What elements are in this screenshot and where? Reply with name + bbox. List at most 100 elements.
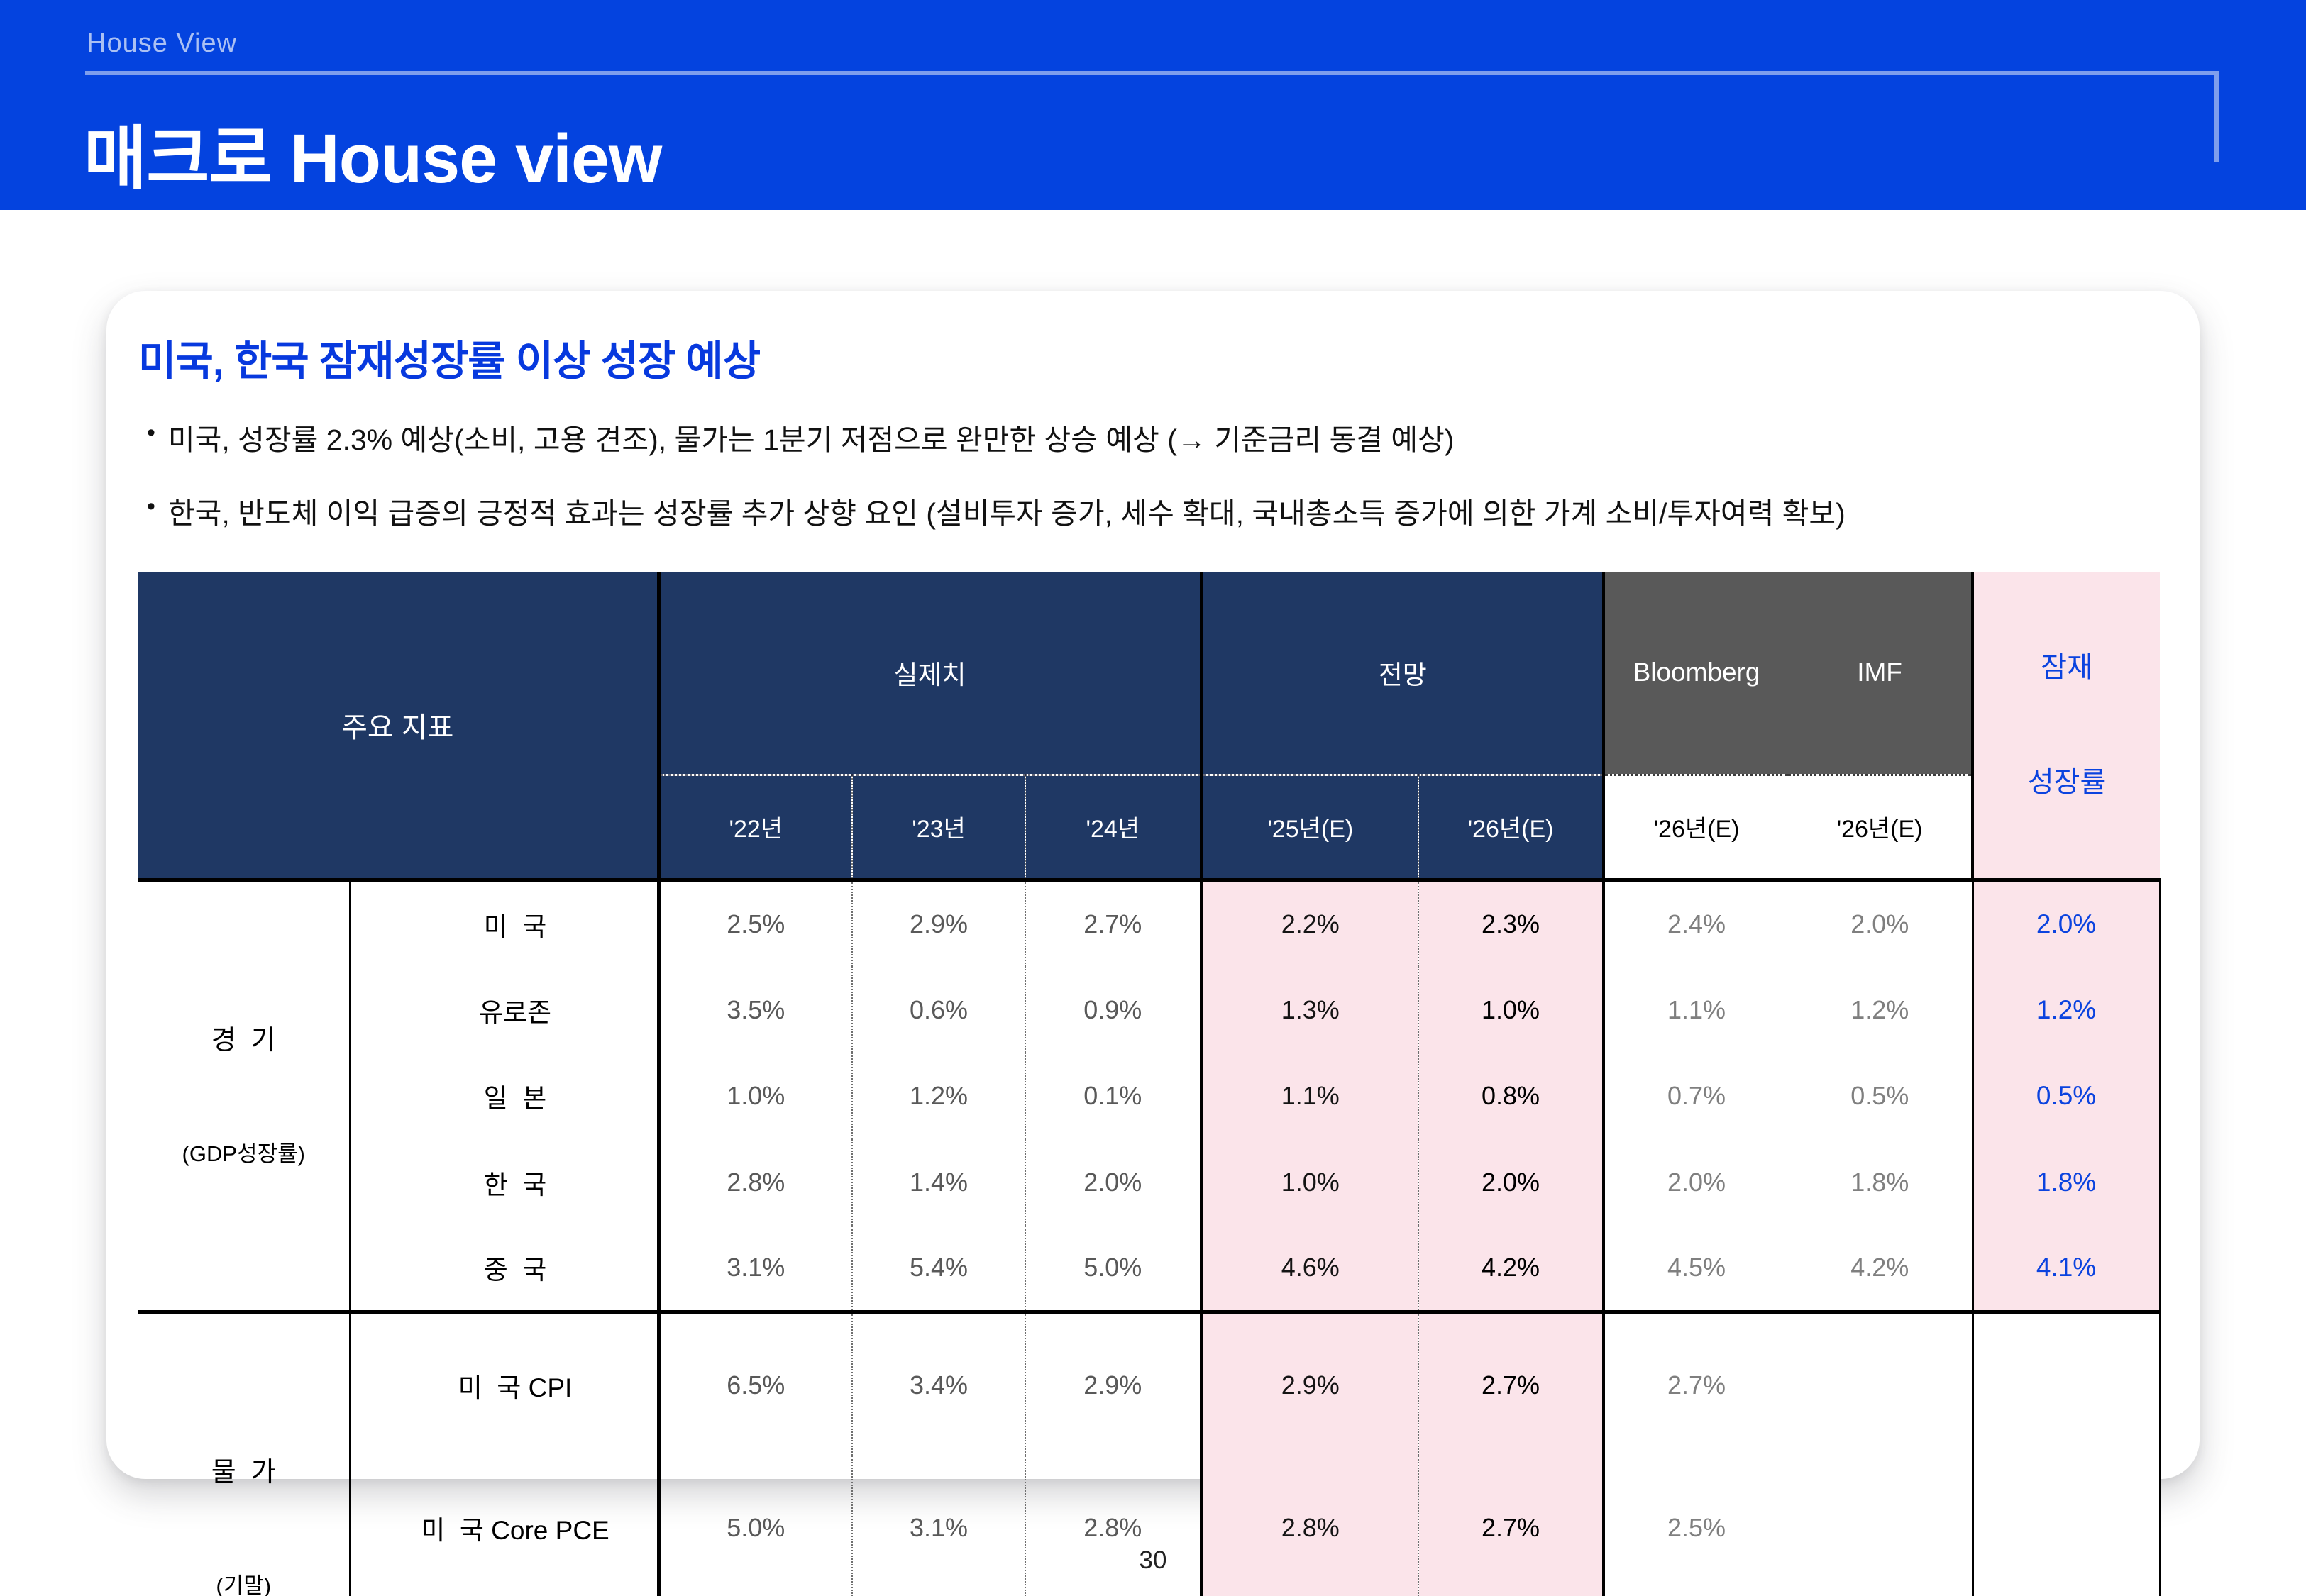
value-cell: 2.2% xyxy=(1199,878,1419,967)
content-card: 미국, 한국 잠재성장률 이상 성장 예상 • 미국, 성장률 2.3% 예상(… xyxy=(106,291,2200,1596)
value-cell: 1.8% xyxy=(1971,1139,2161,1226)
value-cell: 2.0% xyxy=(1418,1139,1604,1226)
header-year: '26년(E) xyxy=(1788,775,1975,880)
value-cell: 3.1% xyxy=(656,1225,853,1312)
value-cell xyxy=(1788,1309,1973,1456)
header-group-forecast: 전망 xyxy=(1199,572,1604,776)
value-cell: 2.5% xyxy=(1602,1456,1789,1596)
category-sublabel: (기말) xyxy=(216,1573,272,1596)
banner-eyebrow: House View xyxy=(87,28,238,58)
category-cell-inflation: 물 가 (기말) xyxy=(138,1309,350,1596)
value-cell: 1.0% xyxy=(1418,966,1604,1053)
value-cell: 1.0% xyxy=(656,1053,853,1140)
indicator-cell: 일 본 xyxy=(348,1053,659,1140)
value-cell: 2.8% xyxy=(1025,1456,1202,1596)
value-cell: 2.7% xyxy=(1418,1309,1604,1456)
value-cell: 4.2% xyxy=(1788,1225,1973,1312)
section-title: 미국, 한국 잠재성장률 이상 성장 예상 xyxy=(138,338,761,384)
category-label: 경 기 xyxy=(211,1026,276,1056)
header-bloomberg: Bloomberg xyxy=(1633,658,1760,687)
table-row: 중 국 3.1% 5.4% 5.0% 4.6% 4.2% 4.5% 4.2% 4… xyxy=(138,1225,2161,1312)
value-cell: 0.7% xyxy=(1602,1053,1789,1140)
table-row: 경 기 (GDP성장률) 미 국 2.5% 2.9% 2.7% 2.2% 2.3… xyxy=(138,878,2161,1312)
value-cell xyxy=(1971,1309,2161,1456)
header-year: '26년(E) xyxy=(1418,775,1604,880)
value-cell: 2.9% xyxy=(1199,1309,1419,1456)
header-group-external: Bloomberg IMF xyxy=(1602,572,1975,776)
value-cell: 0.6% xyxy=(851,966,1026,1053)
category-cell-gdp: 경 기 (GDP성장률) xyxy=(138,878,350,1312)
value-cell: 1.8% xyxy=(1788,1139,1973,1226)
value-cell: 0.9% xyxy=(1025,966,1202,1053)
header-group-actual: 실제치 xyxy=(656,572,1202,776)
value-cell: 1.2% xyxy=(1788,966,1973,1053)
table-row: 물 가 (기말) 미 국 CPI 6.5% 3.4% 2.9% 2.9% 2.7… xyxy=(138,1309,2161,1596)
value-cell: 2.4% xyxy=(1602,878,1789,967)
table-header-row: 주요 지표 실제치 전망 Bloomberg IMF 잠재 성장률 xyxy=(138,572,2161,880)
macro-indicator-table: 주요 지표 실제치 전망 Bloomberg IMF 잠재 성장률 xyxy=(138,572,2161,1596)
value-cell: 0.8% xyxy=(1418,1053,1604,1140)
indicator-cell: 미 국 CPI xyxy=(348,1309,659,1456)
header-potential-growth: 잠재 성장률 xyxy=(1973,572,2161,880)
value-cell: 1.3% xyxy=(1199,966,1419,1053)
indicator-cell: 중 국 xyxy=(348,1225,659,1312)
value-cell: 2.0% xyxy=(1971,878,2161,967)
value-cell: 3.1% xyxy=(851,1456,1026,1596)
value-cell: 3.5% xyxy=(656,966,853,1053)
value-cell: 2.0% xyxy=(1788,878,1973,967)
table-row: 미 국 Core PCE 5.0% 3.1% 2.8% 2.8% 2.7% 2.… xyxy=(138,1456,2161,1596)
header-year: '22년 xyxy=(656,775,853,880)
value-cell: 2.8% xyxy=(1199,1456,1419,1596)
header-imf: IMF xyxy=(1857,658,1902,687)
bullet-text: 미국, 성장률 2.3% 예상(소비, 고용 견조), 물가는 1분기 저점으로… xyxy=(167,423,1455,456)
value-cell: 2.7% xyxy=(1418,1456,1604,1596)
bullet-dot-icon: • xyxy=(147,493,155,520)
value-cell: 0.5% xyxy=(1788,1053,1973,1140)
header-year: '23년 xyxy=(851,775,1026,880)
header-year: '25년(E) xyxy=(1199,775,1419,880)
value-cell: 5.4% xyxy=(851,1225,1026,1312)
indicator-cell: 미 국 xyxy=(348,878,659,967)
value-cell: 2.9% xyxy=(851,878,1026,967)
value-cell: 2.0% xyxy=(1602,1139,1789,1226)
banner-corner-bracket xyxy=(85,71,2219,162)
value-cell: 4.5% xyxy=(1602,1225,1789,1312)
table-header-row: '22년 '23년 '24년 '25년(E) '26년(E) '26년(E) '… xyxy=(138,775,2160,880)
value-cell: 2.7% xyxy=(1025,878,1202,967)
value-cell: 0.1% xyxy=(1025,1053,1202,1140)
value-cell: 1.1% xyxy=(1199,1053,1419,1140)
value-cell: 4.1% xyxy=(1971,1225,2161,1312)
bullet-item: • 한국, 반도체 이익 급증의 긍정적 효과는 성장률 추가 상향 요인 (설… xyxy=(138,489,2168,532)
table-row: 유로존 3.5% 0.6% 0.9% 1.3% 1.0% 1.1% 1.2% 1… xyxy=(138,966,2161,1053)
value-cell: 1.4% xyxy=(851,1139,1026,1226)
value-cell: 1.2% xyxy=(851,1053,1026,1140)
value-cell: 4.6% xyxy=(1199,1225,1419,1312)
value-cell xyxy=(1788,1456,1973,1596)
header-year: '26년(E) xyxy=(1602,775,1789,880)
value-cell xyxy=(1971,1456,2161,1596)
page-number: 30 xyxy=(1139,1546,1167,1574)
table-row: 한 국 2.8% 1.4% 2.0% 1.0% 2.0% 2.0% 1.8% 1… xyxy=(138,1139,2161,1226)
bullet-item: • 미국, 성장률 2.3% 예상(소비, 고용 견조), 물가는 1분기 저점… xyxy=(138,416,2168,458)
value-cell: 2.5% xyxy=(656,878,853,967)
category-sublabel: (GDP성장률) xyxy=(182,1141,305,1167)
header-main: 주요 지표 xyxy=(138,572,659,880)
table-row: 일 본 1.0% 1.2% 0.1% 1.1% 0.8% 0.7% 0.5% 0… xyxy=(138,1053,2161,1140)
value-cell: 5.0% xyxy=(1025,1225,1202,1312)
value-cell: 2.3% xyxy=(1418,878,1604,967)
value-cell: 2.9% xyxy=(1025,1309,1202,1456)
indicator-cell: 유로존 xyxy=(348,966,659,1053)
value-cell: 1.1% xyxy=(1602,966,1789,1053)
banner-title: 매크로 House view xyxy=(84,120,662,197)
bullet-dot-icon: • xyxy=(147,419,155,446)
value-cell: 2.8% xyxy=(656,1139,853,1226)
indicator-cell: 미 국 Core PCE xyxy=(348,1456,659,1596)
value-cell: 2.0% xyxy=(1025,1139,1202,1226)
top-banner: House View 매크로 House view xyxy=(0,0,2306,210)
value-cell: 5.0% xyxy=(656,1456,853,1596)
value-cell: 3.4% xyxy=(851,1309,1026,1456)
value-cell: 4.2% xyxy=(1418,1225,1604,1312)
value-cell: 6.5% xyxy=(656,1309,853,1456)
header-year: '24년 xyxy=(1025,775,1202,880)
